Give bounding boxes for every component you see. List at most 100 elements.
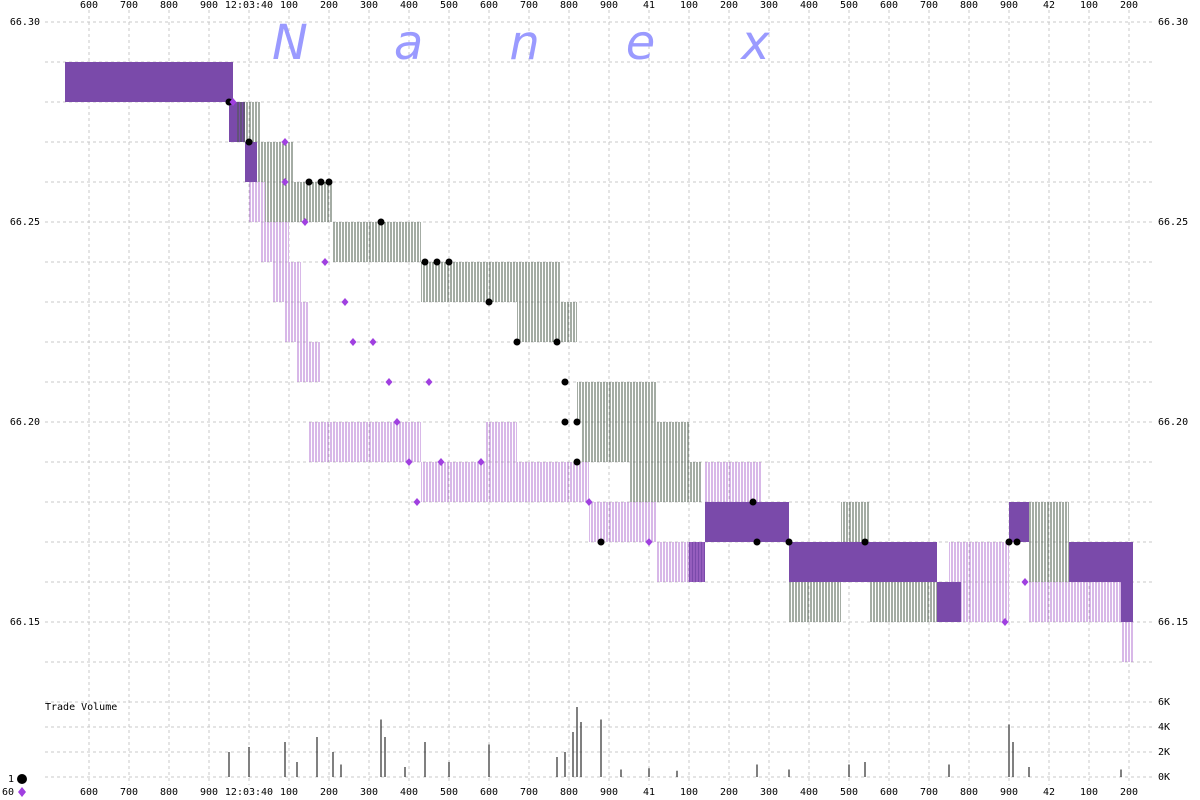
quote-band (869, 582, 937, 622)
x-tick-label: 900 (200, 0, 218, 11)
trade-marker (573, 418, 581, 426)
volume-tick-label: 6K (1158, 697, 1170, 708)
trade-marker (405, 458, 413, 466)
x-tick-label: 600 (880, 787, 898, 798)
quote-band (657, 542, 705, 582)
trade-marker (433, 258, 441, 266)
x-tick-label: 100 (680, 787, 698, 798)
legend-label: 1 (8, 774, 14, 785)
x-tick-label: 12:03:40 (225, 787, 273, 798)
x-tick-label: 400 (800, 787, 818, 798)
quote-band (517, 302, 577, 342)
quote-band (1029, 582, 1121, 622)
quote-band (485, 422, 517, 462)
x-tick-label: 200 (1120, 0, 1138, 11)
x-tick-label: 700 (520, 787, 538, 798)
trade-marker (749, 498, 757, 506)
quote-band (297, 342, 321, 382)
trade-marker (369, 338, 377, 346)
trade-marker (281, 178, 289, 186)
quote-band (421, 462, 589, 502)
x-tick-label: 42 (1043, 0, 1055, 11)
x-tick-label: 700 (920, 0, 938, 11)
trade-marker (301, 218, 309, 226)
trades (225, 98, 1122, 777)
legend-marker (18, 787, 26, 797)
x-tick-label: 900 (1000, 787, 1018, 798)
x-tick-label: 900 (600, 0, 618, 11)
trade-marker (785, 538, 793, 546)
x-tick-label: 600 (880, 0, 898, 11)
quote-band (961, 582, 1009, 622)
trade-marker (393, 418, 401, 426)
quote-band (789, 582, 841, 622)
trade-marker (753, 538, 761, 546)
trade-marker (341, 298, 349, 306)
x-tick-label: 800 (560, 0, 578, 11)
quote-band (265, 182, 333, 222)
quote-band (705, 462, 761, 502)
trade-marker (553, 338, 561, 346)
quote-band (65, 62, 233, 102)
x-tick-label: 41 (643, 0, 655, 11)
trade-marker (1001, 618, 1009, 626)
quote-band (949, 542, 1009, 582)
quote-band (937, 582, 961, 622)
x-tick-label: 100 (1080, 0, 1098, 11)
x-tick-label: 41 (643, 787, 655, 798)
x-tick-label: 300 (360, 0, 378, 11)
y-tick-label: 66.15 (10, 617, 40, 628)
x-tick-label: 300 (360, 787, 378, 798)
x-tick-label: 300 (760, 0, 778, 11)
quote-band (309, 422, 421, 462)
trade-marker (477, 458, 485, 466)
x-tick-label: 600 (80, 0, 98, 11)
quote-band (245, 142, 257, 182)
volume-tick-label: 2K (1158, 747, 1170, 758)
x-tick-label: 800 (160, 787, 178, 798)
x-tick-label: 200 (1120, 787, 1138, 798)
x-tick-label: 500 (840, 787, 858, 798)
x-tick-label: 500 (440, 0, 458, 11)
quote-band (841, 502, 869, 542)
trade-marker (385, 378, 393, 386)
x-tick-label: 200 (720, 0, 738, 11)
trade-marker (1021, 578, 1029, 586)
volume-tick-label: 4K (1158, 722, 1170, 733)
quote-band (257, 142, 293, 182)
trade-marker (377, 218, 385, 226)
trade-marker (1013, 538, 1021, 546)
y-tick-label: 66.30 (1158, 17, 1188, 28)
quote-band (237, 102, 261, 142)
trade-marker (561, 378, 569, 386)
x-tick-label: 100 (280, 0, 298, 11)
x-tick-label: 400 (800, 0, 818, 11)
x-tick-label: 42 (1043, 787, 1055, 798)
y-tick-label: 66.30 (10, 17, 40, 28)
quote-band (1009, 502, 1029, 542)
x-tick-label: 800 (160, 0, 178, 11)
trade-marker (861, 538, 869, 546)
x-tick-label: 300 (760, 787, 778, 798)
x-tick-label: 200 (320, 787, 338, 798)
quote-band (1069, 542, 1133, 582)
quote-band (261, 222, 289, 262)
x-tick-label: 800 (960, 0, 978, 11)
trade-marker (425, 378, 433, 386)
quote-band (249, 182, 265, 222)
trade-marker (225, 98, 233, 106)
y-tick-label: 66.15 (1158, 617, 1188, 628)
quote-band (577, 382, 657, 422)
quote-band (273, 262, 301, 302)
trade-marker (349, 338, 357, 346)
trade-marker (317, 178, 325, 186)
legend-marker (17, 774, 27, 784)
trade-marker (445, 258, 453, 266)
y-tick-label: 66.20 (10, 417, 40, 428)
x-tick-label: 700 (120, 0, 138, 11)
quote-band (285, 302, 309, 342)
x-tick-label: 400 (400, 0, 418, 11)
x-tick-label: 400 (400, 787, 418, 798)
quote-band (705, 502, 789, 542)
